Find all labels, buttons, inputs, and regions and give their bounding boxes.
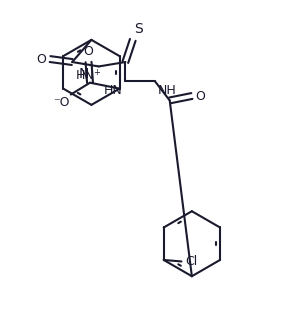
Text: O: O [195,90,205,102]
Text: S: S [134,22,143,36]
Text: N: N [78,67,88,81]
Text: O: O [37,52,46,66]
Text: HN: HN [76,70,95,82]
Text: HN: HN [104,84,123,97]
Text: NH: NH [158,84,177,97]
Text: ⁻O: ⁻O [53,96,69,109]
Text: Cl: Cl [185,255,197,268]
Text: O: O [84,45,94,59]
Text: +: + [93,68,100,77]
